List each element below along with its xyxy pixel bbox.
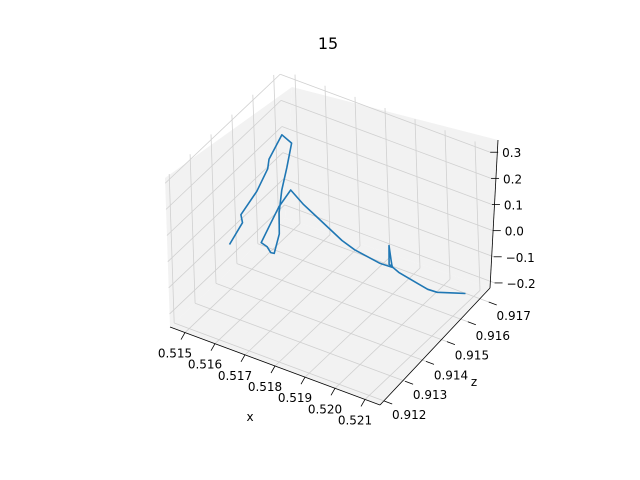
z-grid-line-back xyxy=(281,126,493,205)
y-grid-line-left xyxy=(252,94,259,244)
z-depth-tick-label: 0.914 xyxy=(434,368,468,382)
x-grid-line-back xyxy=(444,130,451,280)
x-tick-mark xyxy=(180,332,186,340)
x-tick-label: 0.521 xyxy=(338,413,372,427)
back-pane xyxy=(285,87,498,288)
x-tick-label: 0.517 xyxy=(218,369,252,383)
x-tick-mark xyxy=(330,388,336,396)
x-tick-label: 0.516 xyxy=(188,358,222,372)
z-depth-tick-mark xyxy=(425,361,435,365)
z-grid-line-left xyxy=(169,204,285,315)
x-tick-mark xyxy=(210,343,216,351)
x-grid-line-back xyxy=(384,107,391,258)
x-tick-label: 0.515 xyxy=(158,347,192,361)
z-grid-line-back xyxy=(283,178,494,258)
x-grid-line-floor xyxy=(364,290,481,400)
x-grid-line-back xyxy=(354,96,361,246)
x-axis-label: x xyxy=(246,410,253,424)
y-grid-line-floor xyxy=(174,322,385,402)
z-depth-tick-label: 0.917 xyxy=(497,309,531,323)
y-grid-line-floor xyxy=(278,223,489,303)
z-depth-tick-label: 0.913 xyxy=(413,388,447,402)
x-tick-mark xyxy=(240,354,246,363)
y-grid-line-floor xyxy=(236,263,448,342)
grid-lines xyxy=(164,73,495,402)
z-depth-tick-label: 0.916 xyxy=(476,329,510,343)
x-grid-line-floor xyxy=(304,267,421,378)
x-tick-label: 0.518 xyxy=(248,380,282,394)
floor-pane xyxy=(170,218,490,405)
z-depth-tick-mark xyxy=(384,400,393,405)
plot-area xyxy=(228,134,466,295)
z-depth-tick-mark xyxy=(404,380,414,385)
z-depth-tick-mark xyxy=(446,341,456,345)
y-grid-line-floor xyxy=(257,243,468,323)
y-grid-line-left xyxy=(231,114,238,264)
y-grid-line-floor xyxy=(194,302,406,382)
z-grid-line-back xyxy=(284,204,495,284)
x-grid-line-floor xyxy=(214,234,331,345)
z-depth-tick-label: 0.915 xyxy=(455,349,489,363)
z-axis-line xyxy=(489,139,499,289)
x-tick-label: 0.520 xyxy=(308,402,342,416)
x-grid-line-back xyxy=(324,85,331,235)
z-grid-line-left xyxy=(167,152,284,262)
z-depth-tick-label: 0.912 xyxy=(392,408,426,422)
x-grid-line-floor xyxy=(334,278,451,389)
z-grid-line-back xyxy=(280,99,492,179)
vertical-tick-label: −0.2 xyxy=(507,277,536,291)
series-line-0 xyxy=(228,134,466,295)
y-axis-line xyxy=(379,287,491,406)
x-tick-label: 0.519 xyxy=(278,391,312,405)
z-grid-line-left xyxy=(166,126,283,236)
x-grid-line-back xyxy=(414,119,421,269)
z-depth-tick-mark xyxy=(467,321,476,326)
chart-title: 15 xyxy=(318,34,338,53)
vertical-tick-label: 0.3 xyxy=(502,146,521,160)
y-grid-line-left xyxy=(189,154,196,304)
x-tick-mark xyxy=(300,376,306,385)
z-axis-label: z xyxy=(471,375,477,389)
vertical-tick-label: 0.1 xyxy=(504,199,523,213)
vertical-tick-label: 0.2 xyxy=(503,172,522,186)
y-grid-line-left xyxy=(210,134,217,284)
x-grid-line-floor xyxy=(184,223,301,333)
z-grid-line-back xyxy=(282,152,493,232)
z-grid-line-left xyxy=(165,100,282,210)
x-tick-mark xyxy=(360,399,366,407)
y-grid-line-left xyxy=(168,174,175,324)
z-grid-line-left xyxy=(164,73,281,184)
x-tick-mark xyxy=(270,365,276,374)
z-grid-line-left xyxy=(168,178,284,289)
x-grid-line-floor xyxy=(244,245,361,356)
x-grid-line-back xyxy=(474,141,481,291)
vertical-tick-label: 0.0 xyxy=(505,225,524,239)
z-depth-tick-mark xyxy=(488,301,497,306)
y-grid-line-left xyxy=(273,74,280,224)
vertical-tick-label: −0.1 xyxy=(506,251,535,265)
y-grid-line-floor xyxy=(215,283,427,362)
z-grid-line-back xyxy=(280,73,491,153)
x-grid-line-floor xyxy=(274,256,391,367)
